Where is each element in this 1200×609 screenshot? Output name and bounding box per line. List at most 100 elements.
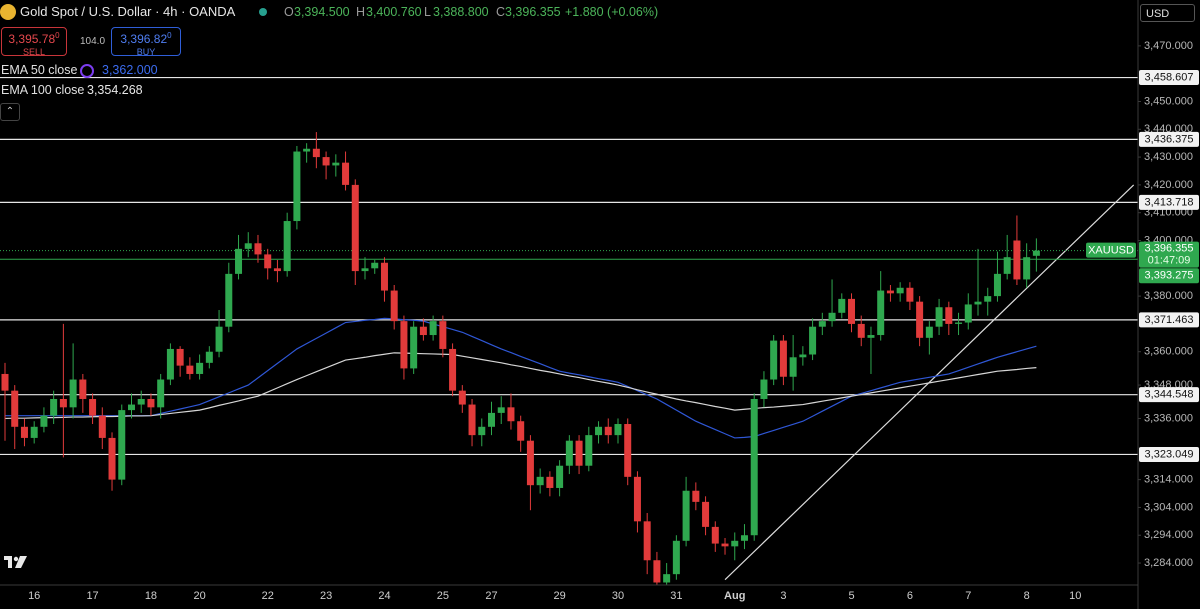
x-tick-label: 27 (485, 590, 497, 602)
last-price-box (1139, 241, 1199, 268)
candle-body (235, 248, 243, 274)
level-label: 3,371.463 (1145, 314, 1194, 326)
candle-body (264, 254, 272, 269)
candle-body (79, 379, 87, 399)
level-label: 3,323.049 (1145, 448, 1194, 460)
candle-body (273, 268, 281, 272)
indicator-icon[interactable] (80, 64, 94, 78)
legend-value: 3,354.268 (87, 83, 143, 97)
candle-body (896, 287, 904, 294)
level-label: 3,436.375 (1145, 133, 1194, 145)
candle-body (585, 435, 593, 466)
plot-area (0, 76, 1138, 585)
currency-button[interactable]: USD (1140, 4, 1195, 22)
ohlc-label: H (356, 5, 366, 19)
candle-body (293, 151, 301, 222)
candle-body (828, 312, 836, 322)
candle-body (702, 501, 710, 527)
candle-body (127, 404, 135, 411)
ema-line (5, 317, 1037, 439)
candle-body (59, 398, 67, 408)
candle-body (390, 290, 398, 322)
candle-body (1, 373, 9, 391)
collapse-button[interactable]: ⌃ (0, 103, 20, 121)
level-label: 3,413.718 (1145, 196, 1194, 208)
market-status (259, 8, 267, 16)
candle-body (575, 440, 583, 466)
candle-body (419, 326, 427, 336)
candle-body (526, 440, 534, 486)
y-tick-label: 3,380.000 (1144, 290, 1193, 302)
candle-body (945, 307, 953, 324)
symbol-icon (0, 4, 16, 20)
y-tick-label: 3,430.000 (1144, 151, 1193, 163)
candle-body (925, 326, 933, 338)
level-label-box (1139, 312, 1199, 328)
candle-body (439, 321, 447, 349)
candle-body (604, 426, 612, 436)
candle-body (964, 304, 972, 323)
candle-body (303, 148, 311, 152)
candle-body (157, 379, 165, 408)
candle-body (916, 301, 924, 338)
candle-body (118, 410, 126, 480)
candle-body (283, 221, 291, 272)
level-label-box (1139, 194, 1199, 210)
candle-body (322, 157, 330, 166)
ohlc-label: C (496, 5, 506, 19)
candle-body (818, 321, 826, 327)
candle-body (1003, 257, 1011, 274)
x-tick-label: 6 (907, 590, 913, 602)
x-tick-label: 30 (612, 590, 624, 602)
candle-body (30, 426, 38, 438)
candle-body (50, 398, 58, 416)
candle-body (371, 262, 379, 269)
candle-body (254, 243, 262, 255)
y-tick-label: 3,470.000 (1144, 40, 1193, 52)
buy-button[interactable]: 3,396.820 BUY (111, 27, 181, 57)
x-tick-label: 24 (378, 590, 390, 602)
candle-body (40, 415, 48, 427)
x-tick-label: 31 (670, 590, 682, 602)
legend-label: EMA 100 close (1, 83, 85, 97)
candle-body (478, 426, 486, 436)
candle-body (1023, 257, 1031, 280)
candle-body (595, 426, 603, 436)
x-tick-label: 3 (780, 590, 786, 602)
candle-body (137, 398, 145, 405)
logo-part (15, 556, 27, 568)
candle-body (886, 290, 894, 294)
candle-body (11, 390, 19, 427)
candle-body (215, 326, 223, 352)
candle-body (779, 340, 787, 377)
candle-body (672, 540, 680, 575)
candle-body (507, 407, 515, 422)
sell-price-sup: 0 (55, 31, 60, 40)
candle-body (166, 348, 174, 380)
y-tick-label: 3,420.000 (1144, 179, 1193, 191)
x-tick-label: 5 (848, 590, 854, 602)
y-tick-label: 3,314.000 (1144, 474, 1193, 486)
candle-body (497, 407, 505, 413)
candle-body (468, 404, 476, 436)
legend-value: 3,362.000 (102, 63, 158, 77)
candle-body (877, 290, 885, 336)
sell-button[interactable]: 3,395.780 SELL (1, 27, 67, 57)
candle-body (69, 379, 77, 408)
buy-label: BUY (136, 47, 156, 57)
x-tick-label: 18 (145, 590, 157, 602)
x-tick-label: 23 (320, 590, 332, 602)
candle-body (342, 162, 350, 185)
x-tick-label: 22 (262, 590, 274, 602)
candle-body (740, 535, 748, 541)
y-tick-label: 3,304.000 (1144, 501, 1193, 513)
candle-body (89, 398, 97, 416)
candle-body (750, 398, 758, 536)
candle-body (848, 298, 856, 324)
logo (4, 556, 27, 568)
level-label: 3,458.607 (1145, 71, 1194, 83)
candle-body (186, 365, 194, 374)
candle-body (789, 357, 797, 377)
